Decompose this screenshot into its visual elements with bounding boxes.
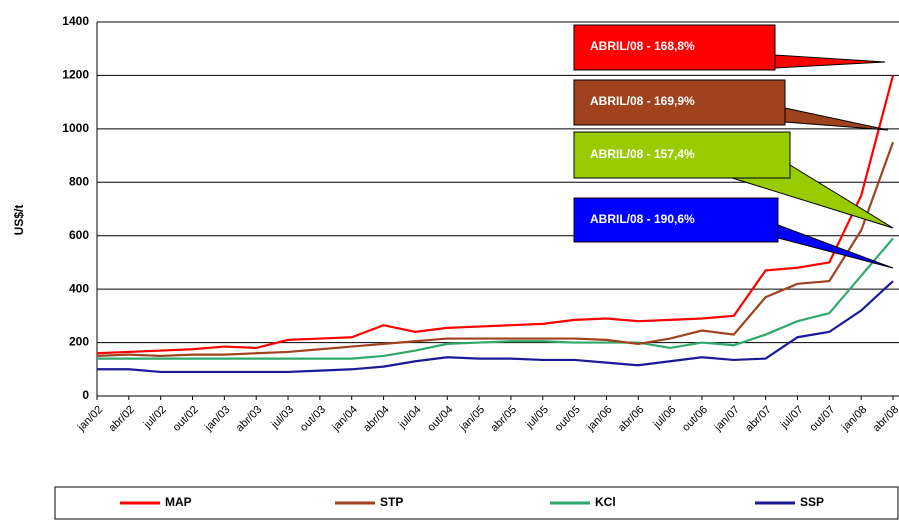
y-tick-label: 1400 [62,14,89,28]
x-tick-label: abr/06 [616,404,647,435]
annotation: ABRIL/08 - 190,6% [590,212,695,226]
x-tick-label: jul/04 [396,404,424,432]
y-tick-label: 800 [69,174,89,188]
legend-label: MAP [165,495,192,509]
x-tick-label: out/06 [680,404,710,434]
y-tick-label: 0 [82,388,89,402]
x-tick-label: jan/07 [712,404,742,434]
x-tick-label: jan/03 [202,404,232,434]
x-tick-label: abr/03 [234,404,265,435]
x-tick-label: jan/02 [75,404,105,434]
legend-box [54,486,899,520]
annotation: ABRIL/08 - 168,8% [590,39,695,53]
x-tick-label: jul/05 [523,404,551,432]
x-tick-label: out/07 [807,404,837,434]
line-series [96,75,895,355]
x-tick-label: jan/05 [457,404,487,434]
x-tick-label: jul/03 [268,404,296,432]
legend-label: STP [380,495,403,509]
x-tick-label: abr/05 [489,404,520,435]
x-tick-label: abr/02 [106,404,137,435]
x-tick-label: abr/08 [871,404,899,435]
line-series [96,141,895,358]
legend-label: KCl [595,495,616,509]
x-tick-label: jul/02 [141,404,169,432]
y-tick-label: 1000 [62,121,89,135]
annotation-box [573,131,791,179]
annotation-box [573,24,776,71]
line-series [97,280,894,374]
annotation: ABRIL/08 - 157,4% [590,147,695,161]
x-tick-label: jan/06 [584,404,614,434]
annotation-box [573,79,786,126]
y-tick-label: 200 [69,335,89,349]
callout-pointer [777,224,894,269]
y-tick-label: 1200 [62,68,89,82]
callout-pointer [784,107,889,131]
y-tick-label: 600 [69,228,89,242]
x-tick-label: jul/06 [651,404,679,432]
x-tick-label: jul/07 [778,404,806,432]
annotation: ABRIL/08 - 169,9% [590,94,695,108]
x-tick-label: jan/08 [839,404,869,434]
x-tick-label: out/02 [171,404,201,434]
x-tick-label: out/05 [553,404,583,434]
x-tick-label: abr/04 [361,404,392,435]
y-tick-label: 400 [69,281,89,295]
x-tick-label: out/04 [425,404,455,434]
y-axis-label: US$/t [12,205,26,236]
legend-label: SSP [800,495,824,509]
x-tick-label: abr/07 [743,404,774,435]
callout-pointer [774,54,886,69]
line-series [97,237,894,360]
x-tick-label: out/03 [298,404,328,434]
x-tick-label: jan/04 [330,404,360,434]
annotation-box [573,197,779,243]
